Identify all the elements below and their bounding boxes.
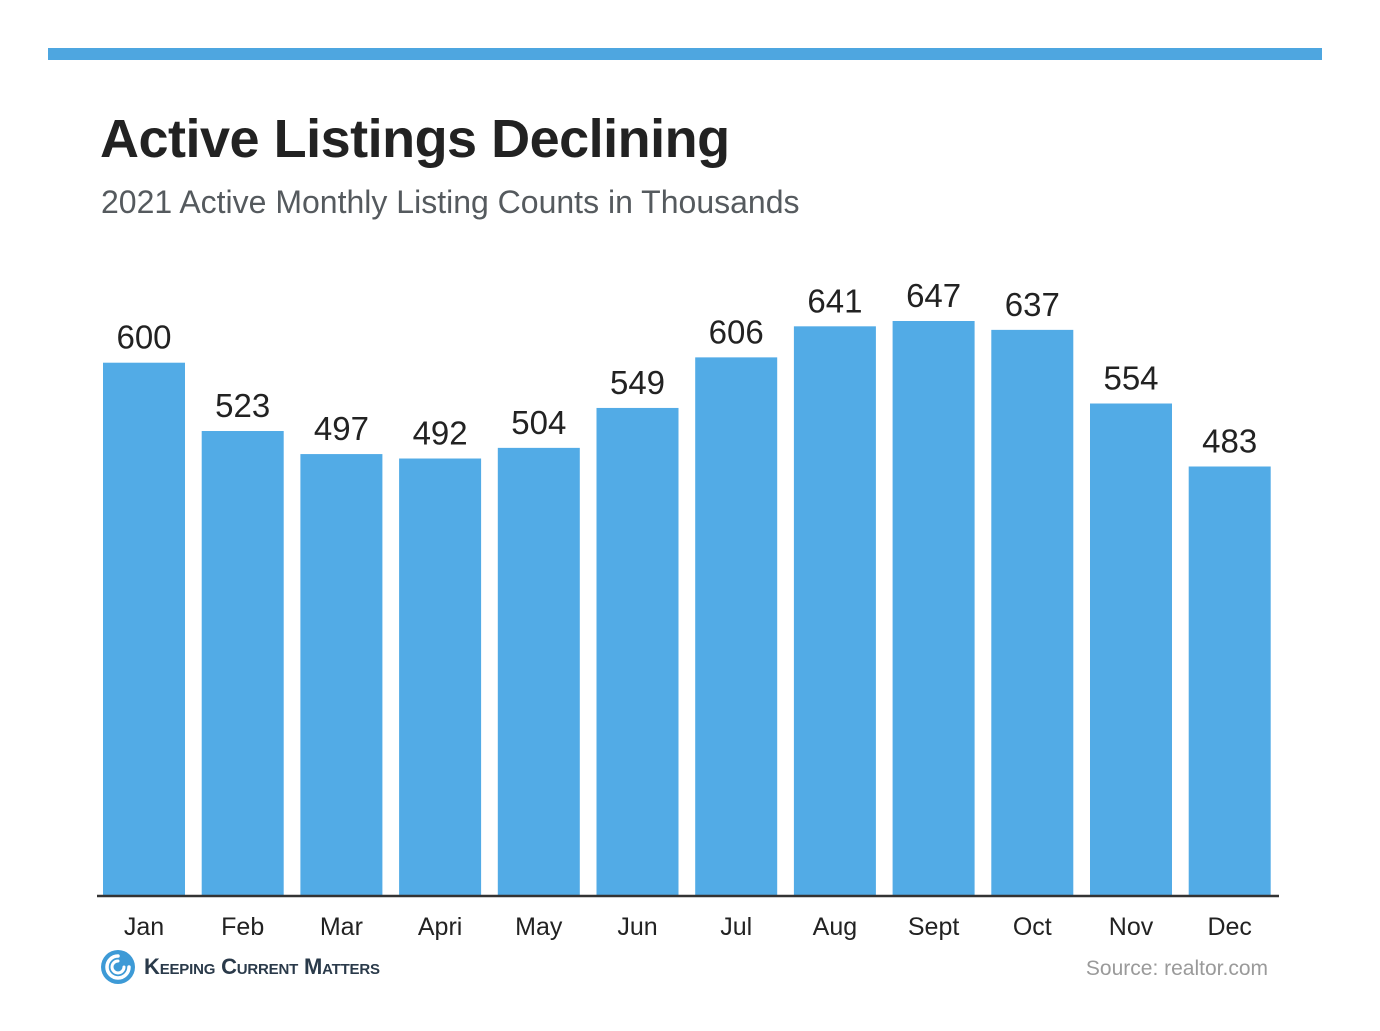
top-accent-rule [48,48,1322,60]
x-tick-label: May [515,913,563,941]
bar-mar [300,454,383,895]
source-note: Source: realtor.com [1085,957,1268,980]
x-tick-label: Jan [124,913,164,941]
x-tick-label: Nov [1109,913,1154,941]
x-tick-label: Oct [1013,913,1052,941]
x-tick-label: Jul [720,913,752,941]
bar-value-label: 554 [1103,360,1158,397]
bar-value-label: 483 [1202,422,1257,459]
bar-value-label: 504 [511,404,566,441]
x-tick-label: Aug [813,913,857,941]
bar-value-label: 492 [413,415,468,452]
x-tick-label: Dec [1207,913,1251,941]
x-tick-label: Mar [320,913,363,941]
bar-may [497,447,580,895]
x-tick-label: Jun [617,913,657,941]
bar-jan [103,362,185,896]
chart-title: Active Listings Declining [100,109,730,169]
bar-apri [399,458,482,895]
bar-dec [1188,466,1271,895]
bar-value-label: 497 [314,410,369,447]
brand-name: Keeping Current Matters [144,954,380,979]
x-tick-label: Sept [908,913,959,941]
chart-subtitle: 2021 Active Monthly Listing Counts in Th… [101,184,800,220]
bar-aug [793,326,876,896]
bar-value-label: 549 [610,364,665,401]
spiral-logo-icon [101,950,135,984]
x-tick-label: Apri [418,913,462,941]
bar-nov [1090,403,1172,895]
bar-value-label: 523 [215,387,270,424]
x-tick-label: Feb [221,913,264,941]
bar-jun [596,407,679,895]
bar-oct [991,329,1074,895]
bar-value-label: 647 [906,277,961,314]
bar-feb [201,431,284,895]
bar-value-label: 641 [807,282,862,319]
bar-value-label: 637 [1005,286,1060,323]
bar-jul [695,357,778,895]
bar-value-label: 606 [709,313,764,350]
bar-sept [892,321,975,895]
bar-value-label: 600 [116,319,171,356]
brand-logo: Keeping Current Matters [100,949,380,985]
